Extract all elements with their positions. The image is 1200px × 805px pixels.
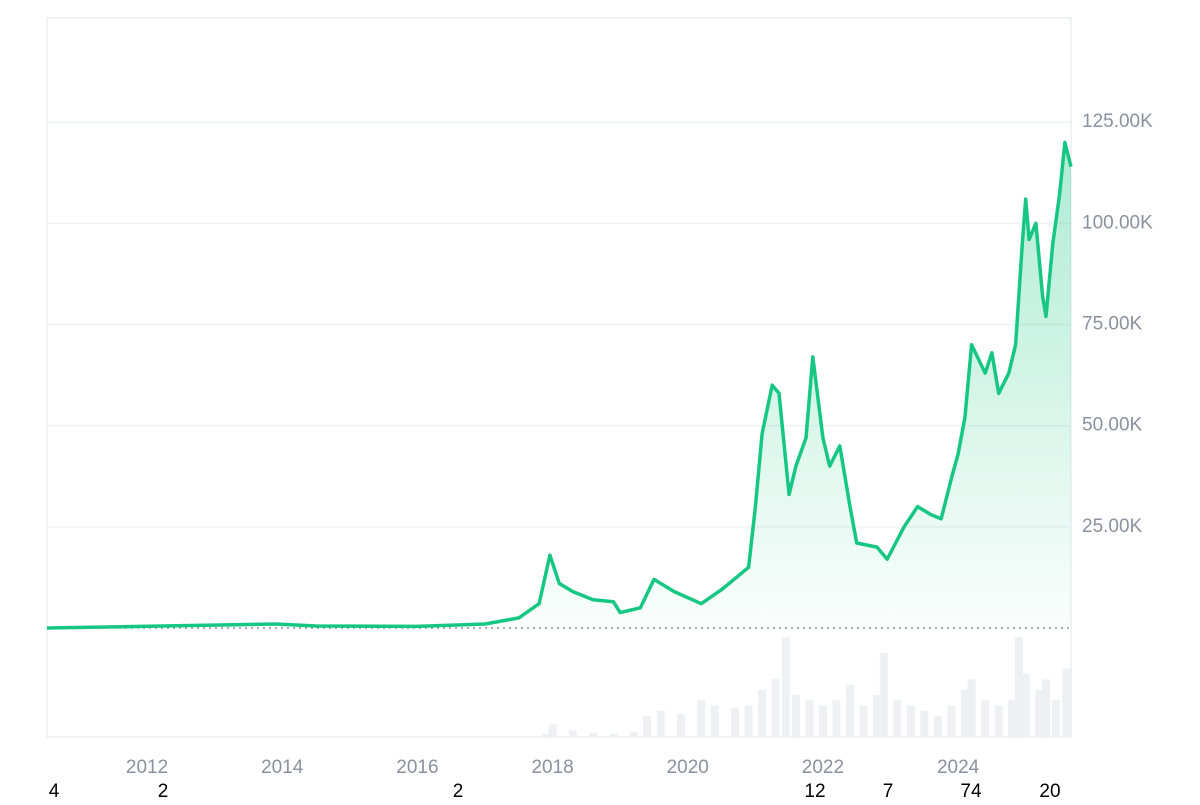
event-count: 74 bbox=[960, 781, 982, 800]
event-count: 2 bbox=[158, 781, 169, 800]
volume-bar bbox=[744, 705, 753, 737]
volume-bar bbox=[873, 695, 882, 737]
volume-bar bbox=[879, 653, 888, 737]
volume-bar bbox=[710, 705, 719, 737]
x-tick-label: 2012 bbox=[126, 757, 168, 778]
event-count: 2 bbox=[453, 781, 464, 800]
volume-bar bbox=[947, 705, 956, 737]
volume-bar bbox=[859, 705, 868, 737]
volume-bar bbox=[791, 695, 800, 737]
volume-bar bbox=[1021, 674, 1030, 737]
plot-frame bbox=[46, 17, 1072, 738]
volume-bar bbox=[1014, 637, 1023, 737]
volume-bar bbox=[1035, 689, 1044, 737]
volume-bar bbox=[629, 731, 638, 737]
x-tick-label: 2018 bbox=[531, 757, 573, 778]
volume-bar bbox=[818, 705, 827, 737]
volume-bar bbox=[758, 689, 767, 737]
volume-bar bbox=[981, 700, 990, 737]
price-area bbox=[47, 142, 1071, 628]
volume-bar bbox=[994, 705, 1003, 737]
volume-bar bbox=[1041, 679, 1050, 737]
event-count: 4 bbox=[49, 781, 60, 800]
volume-bar bbox=[967, 679, 976, 737]
volume-bar bbox=[1062, 668, 1071, 737]
volume-bar bbox=[643, 716, 652, 737]
volume-bar bbox=[920, 710, 929, 737]
event-count: 20 bbox=[1039, 781, 1060, 800]
volume-bar bbox=[805, 700, 814, 737]
x-tick-label: 2020 bbox=[667, 757, 709, 778]
volume-bar bbox=[677, 713, 686, 737]
volume-bar bbox=[656, 710, 665, 737]
volume-bar bbox=[541, 733, 550, 737]
price-line bbox=[46, 140, 1073, 630]
volume-bar bbox=[548, 724, 557, 737]
volume-bar bbox=[731, 707, 740, 737]
volume-bar bbox=[609, 733, 618, 737]
x-tick-label: 2022 bbox=[802, 757, 844, 778]
x-tick-label: 2016 bbox=[396, 757, 438, 778]
volume-bar bbox=[589, 732, 598, 737]
volume-bar bbox=[568, 730, 577, 737]
y-tick-label: 125.00K bbox=[1082, 111, 1153, 132]
y-tick-label: 75.00K bbox=[1082, 314, 1143, 335]
volume-bar bbox=[832, 700, 841, 737]
volume-bar bbox=[781, 637, 790, 737]
volume-bar bbox=[845, 684, 854, 737]
volume-bar bbox=[933, 716, 942, 737]
volume-bar bbox=[960, 689, 969, 737]
volume-bar bbox=[893, 700, 902, 737]
volume-bar bbox=[1008, 700, 1017, 737]
event-count: 12 bbox=[804, 781, 825, 800]
volume-bar bbox=[771, 679, 780, 737]
x-tick-label: 2024 bbox=[937, 757, 980, 778]
volume-bar bbox=[697, 700, 706, 737]
volume-bar bbox=[1052, 700, 1061, 737]
volume-bar bbox=[906, 705, 915, 737]
y-tick-label: 25.00K bbox=[1082, 516, 1143, 537]
event-count: 7 bbox=[883, 781, 894, 800]
y-tick-label: 50.00K bbox=[1082, 415, 1143, 436]
x-tick-label: 2014 bbox=[261, 757, 304, 778]
y-tick-label: 100.00K bbox=[1082, 212, 1153, 233]
